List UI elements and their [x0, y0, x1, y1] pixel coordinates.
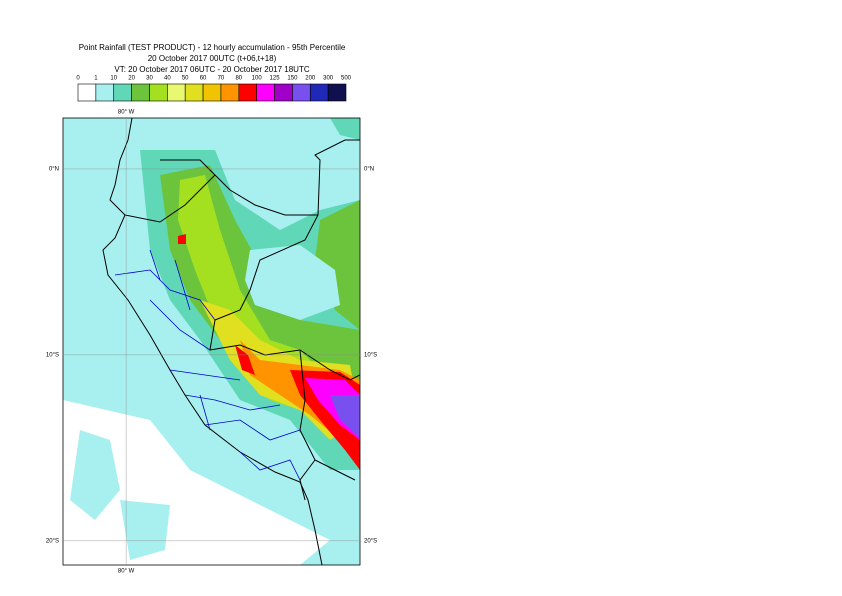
legend-swatch — [184, 83, 204, 102]
legend-swatch — [202, 83, 222, 102]
legend-label: 500 — [341, 76, 352, 82]
patch — [63, 230, 95, 320]
lat-label: 10°S — [46, 352, 59, 358]
legend-label: 200 — [305, 76, 316, 82]
legend-swatch — [238, 83, 257, 102]
legend-swatch — [113, 83, 132, 102]
legend-swatch — [95, 83, 115, 102]
coastline — [102, 118, 323, 565]
legend-label: 30 — [146, 76, 153, 82]
legend-label: 50 — [182, 76, 189, 82]
legend-label: 10 — [110, 76, 117, 82]
legend-swatch — [220, 83, 240, 102]
patch — [330, 118, 360, 140]
band — [178, 234, 186, 244]
border — [299, 349, 356, 481]
border — [124, 174, 216, 223]
border — [160, 139, 360, 216]
legend-label: 60 — [200, 76, 207, 82]
patch — [245, 245, 340, 320]
graticule: 80° W 80° W 0°N 0°N 10°S 10°S 20°S 20°S — [46, 110, 377, 575]
legend-swatch — [256, 83, 275, 102]
patch — [63, 118, 200, 160]
band — [178, 175, 320, 410]
legend-label: 40 — [164, 76, 171, 82]
legend-label: 1 — [94, 76, 98, 82]
legend-label: 70 — [218, 76, 225, 82]
lat-label: 20°S — [364, 538, 377, 544]
title: Point Rainfall (TEST PRODUCT) - 12 hourl… — [79, 43, 346, 52]
band — [315, 200, 360, 330]
patch — [120, 500, 170, 560]
patch — [70, 430, 120, 520]
legend-label: 20 — [128, 76, 135, 82]
lat-label: 10°S — [364, 352, 377, 358]
legend-label: 80 — [235, 76, 242, 82]
legend-swatch — [309, 83, 329, 102]
legend-label: 0 — [76, 76, 80, 82]
legend-swatch — [292, 83, 311, 102]
legend-label: 100 — [252, 76, 263, 82]
lat-label: 0°N — [49, 167, 59, 173]
map-frame — [62, 117, 361, 566]
legend-swatch — [77, 83, 97, 102]
legend-swatch — [327, 83, 347, 102]
regions — [114, 249, 301, 481]
legend-label: 300 — [323, 76, 334, 82]
lat-label: 0°N — [364, 167, 374, 173]
rain-field — [63, 118, 360, 565]
lat-label: 20°S — [46, 538, 59, 544]
lon-label: 80° W — [118, 569, 135, 575]
band — [235, 345, 255, 375]
legend: 0 1 10 20 30 40 50 60 70 80 100 125 150 200 300 500 — [76, 76, 352, 102]
legend-swatch — [167, 83, 186, 102]
legend-swatch — [131, 83, 150, 102]
legend-label: 125 — [270, 76, 281, 82]
legend-swatch — [274, 83, 293, 102]
legend-label: 150 — [287, 76, 298, 82]
base-time: 20 October 2017 00UTC (t+06,t+18) — [148, 54, 277, 63]
legend-swatch — [149, 83, 168, 102]
valid-time: VT: 20 October 2017 06UTC - 20 October 2… — [114, 65, 309, 74]
lon-label: 80° W — [118, 110, 135, 116]
band — [330, 395, 360, 438]
